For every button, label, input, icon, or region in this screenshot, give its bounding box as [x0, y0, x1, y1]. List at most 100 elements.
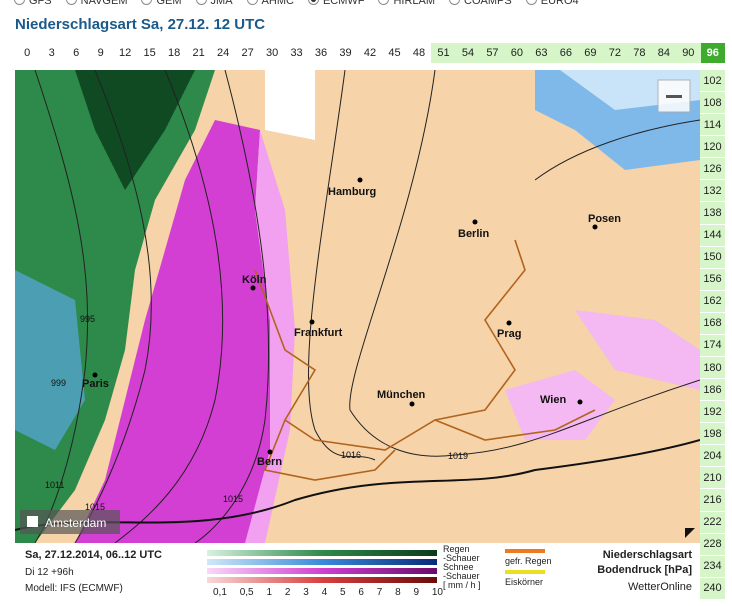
checkbox[interactable] [27, 516, 38, 527]
amsterdam-toggle[interactable]: Amsterdam [20, 510, 120, 534]
city-dot [357, 177, 363, 183]
hour-tab[interactable]: 54 [455, 43, 481, 63]
hour-tab[interactable]: 51 [431, 43, 456, 63]
hour-tab[interactable]: 42 [357, 43, 383, 63]
zoom-button[interactable] [657, 79, 691, 113]
rain-bar [207, 550, 437, 556]
hour-tab[interactable]: 108 [700, 92, 725, 115]
hour-tab[interactable]: 138 [700, 202, 725, 225]
hour-tab[interactable]: 216 [700, 489, 725, 512]
hour-tab[interactable]: 156 [700, 268, 725, 291]
scale-label: 3 [303, 587, 309, 598]
checkbox-label: Amsterdam [45, 516, 106, 530]
ice-pellets-swatch [505, 570, 545, 574]
hour-tab[interactable]: 144 [700, 224, 725, 247]
hour-tab[interactable]: 27 [235, 43, 260, 63]
model-option[interactable]: EURO4 [526, 0, 579, 7]
model-option[interactable]: COAMPS [449, 0, 512, 7]
model-option[interactable]: GFS [14, 0, 52, 7]
hour-tab[interactable]: 96 [700, 43, 726, 63]
hour-tab[interactable]: 12 [112, 43, 138, 63]
model-option[interactable]: AHMC [247, 0, 294, 7]
scale-label: 2 [284, 587, 291, 598]
hour-tab[interactable]: 24 [210, 43, 236, 63]
hour-tab[interactable]: 30 [259, 43, 285, 63]
city-dot [267, 449, 273, 455]
hour-tab[interactable]: 90 [676, 43, 701, 63]
city-dot [577, 399, 583, 405]
model-option[interactable]: JMA [196, 0, 233, 7]
hour-tab[interactable]: 63 [529, 43, 554, 63]
isobar-label: 995 [80, 314, 95, 324]
scale-label: 5 [339, 587, 346, 598]
legend: Sa, 27.12.2014, 06..12 UTC Di 12 +96h Mo… [15, 543, 700, 600]
hour-tab[interactable]: 198 [700, 423, 725, 446]
hour-tab[interactable]: 126 [700, 158, 725, 181]
hour-tab[interactable]: 222 [700, 511, 725, 534]
hour-tab[interactable]: 0 [15, 43, 40, 63]
hour-tab[interactable]: 102 [700, 70, 725, 93]
hour-tab[interactable]: 60 [504, 43, 530, 63]
model-option[interactable]: ECMWF [308, 0, 365, 7]
hour-tab[interactable]: 210 [700, 467, 725, 490]
isobar-label: 1011 [45, 480, 64, 490]
city-label: Prag [497, 328, 521, 340]
rain-showers-bar [207, 559, 437, 565]
hour-tab[interactable]: 18 [161, 43, 187, 63]
hour-tab[interactable]: 150 [700, 246, 725, 269]
hour-tab[interactable]: 180 [700, 357, 725, 380]
hour-tab[interactable]: 3 [39, 43, 64, 63]
hour-tab[interactable]: 78 [627, 43, 652, 63]
hour-tab[interactable]: 132 [700, 180, 725, 203]
isobar-labels: 995 999 1011 1015 1015 1016 1019 [45, 314, 468, 512]
isobar-label: 1015 [223, 494, 243, 504]
hour-tab[interactable]: 33 [284, 43, 309, 63]
hour-tab[interactable]: 45 [382, 43, 407, 63]
snow-east-2 [575, 310, 700, 390]
rain-label: Regen [443, 544, 470, 554]
model-option[interactable]: HIRLAM [378, 0, 435, 7]
hour-tab[interactable]: 69 [578, 43, 603, 63]
hour-tab[interactable]: 36 [308, 43, 334, 63]
city-dot [409, 401, 415, 407]
model-selector: GFS NAVGEM GEM JMA AHMC ECMWF HIRLAM COAMPS EURO… [14, 0, 579, 7]
hour-tab[interactable]: 84 [651, 43, 677, 63]
hour-tab[interactable]: 39 [333, 43, 358, 63]
city-label: Frankfurt [294, 327, 343, 339]
city-label: Berlin [458, 228, 489, 240]
hour-tab[interactable]: 57 [480, 43, 505, 63]
map-title: Niederschlagsart Sa, 27.12. 12 UTC [15, 16, 266, 33]
hour-tab[interactable]: 66 [553, 43, 579, 63]
isobar-label: 1015 [85, 502, 105, 512]
hour-tab[interactable]: 186 [700, 379, 725, 402]
hour-tab[interactable]: 162 [700, 290, 725, 313]
sea [265, 70, 315, 140]
city-dot [472, 219, 478, 225]
hour-tab[interactable]: 48 [406, 43, 432, 63]
hour-tab[interactable]: 114 [700, 114, 725, 137]
hour-tab[interactable]: 204 [700, 445, 725, 468]
hour-tab[interactable]: 174 [700, 334, 725, 358]
freezing-rain-swatch [505, 549, 545, 553]
hour-tab[interactable]: 192 [700, 401, 725, 424]
hour-tab[interactable]: 15 [137, 43, 162, 63]
hour-tab[interactable]: 9 [88, 43, 113, 63]
hour-tab[interactable]: 21 [186, 43, 211, 63]
model-option[interactable]: NAVGEM [66, 0, 128, 7]
rain-heavy [75, 70, 195, 190]
snow-showers [15, 270, 85, 450]
hour-tab[interactable]: 6 [63, 43, 89, 63]
legend-heading: Niederschlagsart [602, 549, 692, 561]
city-dot [250, 285, 256, 291]
isobar-label: 1019 [448, 451, 468, 461]
hour-tab[interactable]: 234 [700, 555, 725, 578]
hour-tab[interactable]: 168 [700, 312, 725, 335]
model-option[interactable]: GEM [141, 0, 181, 7]
hour-tab[interactable]: 72 [602, 43, 628, 63]
hour-tab[interactable]: 228 [700, 533, 725, 556]
hour-tab[interactable]: 240 [700, 577, 725, 600]
hour-tab[interactable]: 120 [700, 136, 725, 159]
city-label: Bern [257, 456, 282, 468]
snow-band-light [245, 130, 295, 543]
